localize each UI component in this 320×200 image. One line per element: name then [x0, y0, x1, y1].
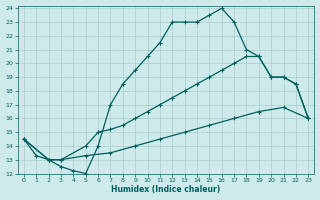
- X-axis label: Humidex (Indice chaleur): Humidex (Indice chaleur): [111, 185, 221, 194]
